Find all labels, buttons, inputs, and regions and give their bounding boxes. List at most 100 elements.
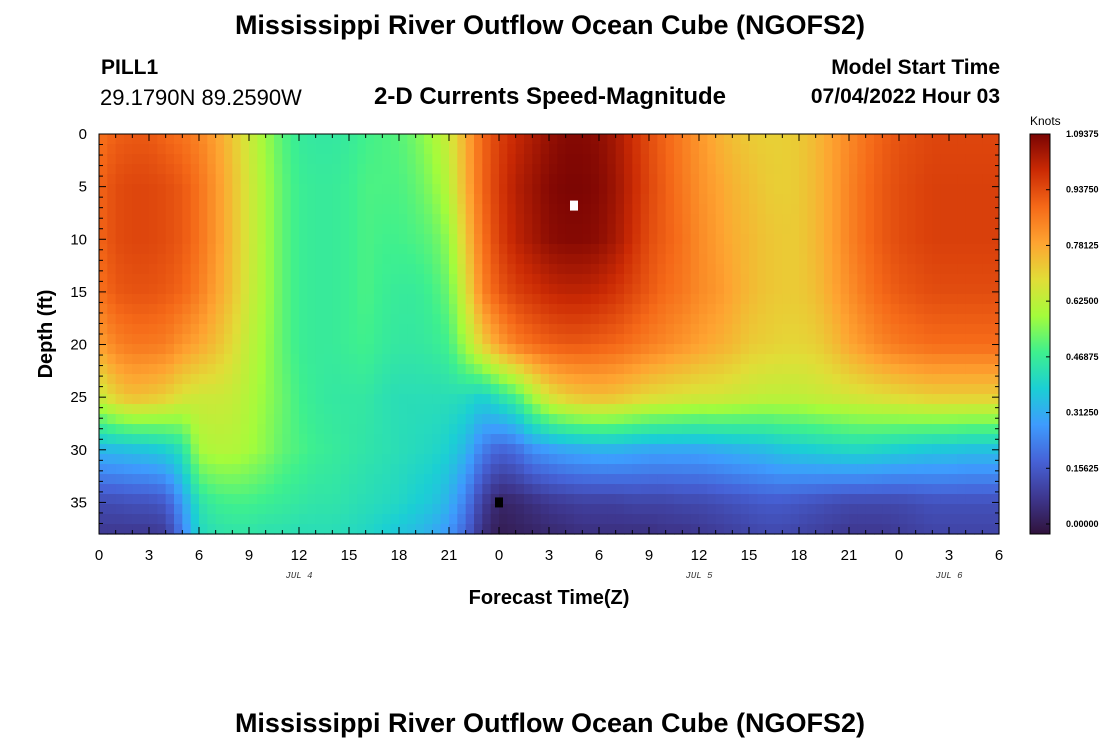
heatmap-cell <box>574 524 583 535</box>
heatmap-cell <box>232 374 242 385</box>
heatmap-cell <box>249 444 258 455</box>
heatmap-cell <box>165 474 175 485</box>
heatmap-cell <box>257 244 267 255</box>
heatmap-cell <box>465 404 475 415</box>
heatmap-cell <box>832 424 842 435</box>
heatmap-cell <box>982 454 992 465</box>
heatmap-cell <box>915 404 925 415</box>
heatmap-cell <box>957 164 967 175</box>
heatmap-cell <box>490 464 500 475</box>
heatmap-cell <box>515 374 525 385</box>
heatmap-cell <box>649 224 658 235</box>
heatmap-cell <box>815 334 825 345</box>
heatmap-cell <box>640 144 650 155</box>
heatmap-cell <box>607 164 617 175</box>
heatmap-cell <box>199 514 208 525</box>
heatmap-cell <box>357 294 367 305</box>
heatmap-cell <box>657 194 667 205</box>
heatmap-cell <box>699 434 708 445</box>
heatmap-cell <box>332 324 342 335</box>
heatmap-cell <box>857 414 867 425</box>
heatmap-cell <box>665 444 675 455</box>
heatmap-cell <box>957 304 967 315</box>
heatmap-cell <box>190 474 200 485</box>
heatmap-cell <box>582 254 592 265</box>
heatmap-cell <box>349 194 358 205</box>
heatmap-cell <box>549 504 558 515</box>
heatmap-cell <box>765 394 775 405</box>
heatmap-cell <box>815 494 825 505</box>
heatmap-cell <box>924 304 933 315</box>
heatmap-cell <box>699 294 708 305</box>
heatmap-cell <box>282 234 292 245</box>
heatmap-cell <box>657 384 667 395</box>
heatmap-cell <box>407 394 417 405</box>
heatmap-cell <box>849 254 858 265</box>
heatmap-cell <box>424 324 433 335</box>
heatmap-cell <box>740 294 750 305</box>
axis-ticks <box>98 133 1000 535</box>
heatmap-cell <box>657 504 667 515</box>
heatmap-cell <box>157 524 167 535</box>
heatmap-cell <box>232 194 242 205</box>
heatmap-cell <box>682 214 692 225</box>
heatmap-cell <box>824 244 833 255</box>
heatmap-cell <box>174 434 183 445</box>
heatmap-cell <box>390 314 400 325</box>
heatmap-cell <box>882 224 892 235</box>
heatmap-cell <box>157 164 167 175</box>
heatmap-cell <box>357 164 367 175</box>
heatmap-cell <box>915 294 925 305</box>
heatmap-cell <box>607 474 617 485</box>
heatmap-cell <box>182 354 192 365</box>
heatmap-cell <box>257 354 267 365</box>
heatmap-cell <box>232 474 242 485</box>
heatmap-cell <box>632 374 642 385</box>
heatmap-cell <box>140 204 150 215</box>
heatmap-cell <box>157 154 167 165</box>
heatmap-cell <box>790 374 800 385</box>
heatmap-cell <box>107 424 117 435</box>
heatmap-cell <box>265 494 275 505</box>
heatmap-cell <box>632 144 642 155</box>
heatmap-cell <box>449 164 458 175</box>
heatmap-cell <box>107 254 117 265</box>
heatmap-cell <box>332 474 342 485</box>
heatmap-cell <box>574 424 583 435</box>
heatmap-cell <box>465 204 475 215</box>
heatmap-cell <box>940 134 950 145</box>
heatmap-cell <box>140 404 150 415</box>
heatmap-cell <box>790 484 800 495</box>
heatmap-cell <box>965 344 975 355</box>
heatmap-cell <box>282 464 292 475</box>
heatmap-cell <box>857 164 867 175</box>
heatmap-cell <box>749 424 758 435</box>
heatmap-cell <box>590 134 600 145</box>
heatmap-cell <box>457 424 467 435</box>
heatmap-cell <box>240 214 250 225</box>
heatmap-cell <box>690 524 700 535</box>
heatmap-cell <box>382 294 392 305</box>
heatmap-cell <box>290 454 300 465</box>
heatmap-cell <box>557 464 567 475</box>
heatmap-cell <box>682 174 692 185</box>
heatmap-cell <box>182 144 192 155</box>
heatmap-cell <box>890 294 900 305</box>
heatmap-cell <box>599 324 608 335</box>
heatmap-cell <box>874 174 883 185</box>
heatmap-cell <box>357 504 367 515</box>
heatmap-cell <box>849 234 858 245</box>
heatmap-cell <box>624 254 633 265</box>
heatmap-cell <box>682 344 692 355</box>
heatmap-cell <box>324 434 333 445</box>
heatmap-cell <box>249 194 258 205</box>
heatmap-cell <box>874 284 883 295</box>
heatmap-cell <box>299 274 308 285</box>
heatmap-cell <box>949 294 958 305</box>
heatmap-cell <box>224 264 233 275</box>
heatmap-cell <box>557 484 567 495</box>
heatmap-cell <box>757 324 767 335</box>
heatmap-cell <box>290 314 300 325</box>
heatmap-cell <box>332 364 342 375</box>
heatmap-cell <box>440 374 450 385</box>
